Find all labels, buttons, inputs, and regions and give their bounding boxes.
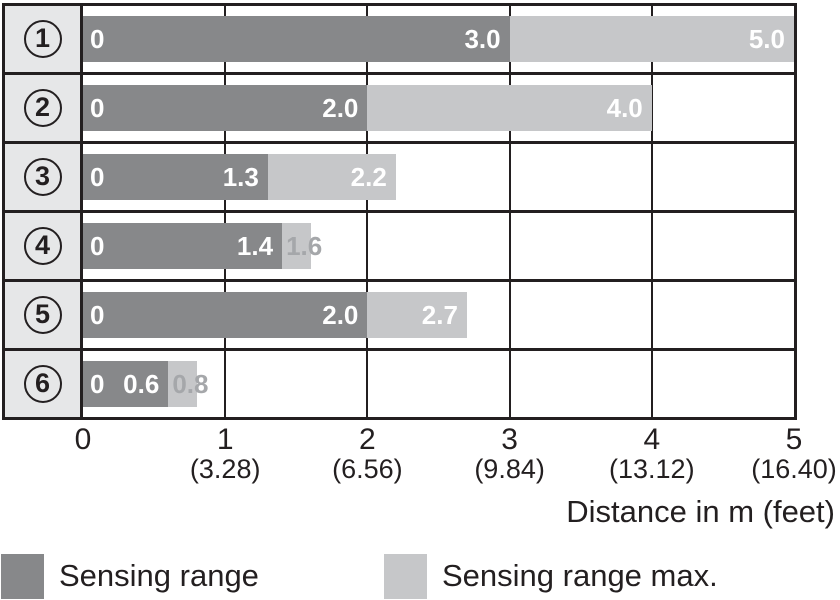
row-label-cell: 2 bbox=[5, 75, 83, 141]
gridline bbox=[650, 282, 653, 348]
row-label-cell: 4 bbox=[5, 213, 83, 279]
gridline bbox=[508, 282, 511, 348]
bar-zero-label: 0 bbox=[90, 24, 105, 54]
legend-label-sensing-range-max: Sensing range max. bbox=[442, 558, 718, 593]
sensing-range-max-bar bbox=[168, 361, 197, 407]
row-label-cell: 5 bbox=[5, 282, 83, 348]
gridline bbox=[366, 213, 369, 279]
circled-number: 3 bbox=[23, 158, 62, 196]
row-plot-area: 0 0.6 0.8 bbox=[83, 351, 794, 417]
circled-number: 2 bbox=[23, 89, 62, 127]
row-plot-area: 2.7 0 2.0 bbox=[83, 282, 794, 348]
sensing-range-bar: 0 0.6 bbox=[83, 361, 169, 407]
x-axis-tick: 0 bbox=[75, 424, 92, 455]
gridline bbox=[650, 144, 653, 210]
sensing-range-value: 2.0 bbox=[322, 300, 359, 330]
x-axis-tick: 4 (13.12) bbox=[609, 424, 695, 484]
sensing-range-max-value: 5.0 bbox=[748, 24, 785, 54]
row-label-cell: 6 bbox=[5, 351, 83, 417]
sensing-range-max-bar: 4.0 bbox=[367, 85, 652, 131]
gridline bbox=[508, 351, 511, 417]
tick-label-m: 0 bbox=[74, 423, 92, 456]
gridline bbox=[650, 75, 653, 141]
chart-row: 4 0 1.4 1.6 bbox=[5, 213, 794, 282]
x-axis: 0 1 (3.28) 2 (6.56) 3 (9.84) 4 (13.12) 5 (16.40) bbox=[75, 424, 837, 490]
bar-zero-label: 0 bbox=[90, 300, 105, 330]
x-axis-tick: 5 (16.40) bbox=[751, 424, 837, 484]
sensing-range-bar: 0 2.0 bbox=[83, 85, 368, 131]
gridline bbox=[508, 213, 511, 279]
bar-zero-label: 0 bbox=[90, 162, 105, 192]
sensing-range-max-bar: 5.0 bbox=[509, 16, 794, 62]
sensing-range-max-value-outside: 0.8 bbox=[172, 369, 209, 399]
chart-row: 5 2.7 0 2.0 bbox=[5, 282, 794, 351]
legend-item-sensing-range-max: Sensing range max. bbox=[384, 553, 718, 599]
tick-label-m: 3 bbox=[501, 423, 518, 456]
gridline bbox=[650, 351, 653, 417]
chart-row: 2 4.0 0 2.0 bbox=[5, 75, 794, 144]
tick-label-feet: (3.28) bbox=[189, 454, 261, 484]
chart-row: 3 2.2 0 1.3 bbox=[5, 144, 794, 213]
circled-number: 6 bbox=[23, 365, 62, 403]
tick-label-feet: (9.84) bbox=[474, 454, 545, 484]
bar-zero-label: 0 bbox=[90, 369, 105, 399]
sensing-range-value: 1.3 bbox=[222, 162, 259, 192]
sensing-range-max-value: 2.2 bbox=[350, 162, 387, 192]
x-axis-tick: 3 (9.84) bbox=[474, 424, 545, 484]
tick-label-feet: (16.40) bbox=[751, 454, 837, 484]
row-plot-area: 0 1.4 1.6 bbox=[83, 213, 794, 279]
sensing-range-max-bar: 2.7 bbox=[367, 292, 467, 338]
sensing-range-bar: 0 1.3 bbox=[83, 154, 268, 200]
tick-label-m: 2 bbox=[359, 423, 376, 456]
circled-number: 5 bbox=[23, 296, 62, 334]
row-plot-area: 5.0 0 3.0 bbox=[83, 6, 794, 72]
row-label-cell: 1 bbox=[5, 6, 83, 72]
chart-row: 6 0 0.6 0.8 bbox=[5, 351, 794, 417]
sensing-range-value: 1.4 bbox=[236, 231, 274, 261]
sensing-range-bar: 0 3.0 bbox=[83, 16, 510, 62]
tick-label-feet: (13.12) bbox=[609, 454, 695, 484]
sensing-range-max-value: 4.0 bbox=[606, 93, 643, 123]
legend: Sensing range Sensing range max. bbox=[1, 553, 839, 599]
gridline bbox=[650, 213, 653, 279]
legend-item-sensing-range: Sensing range bbox=[1, 553, 259, 599]
circled-number: 1 bbox=[23, 20, 62, 58]
legend-swatch-sensing-range-max bbox=[384, 553, 427, 599]
sensing-range-value: 2.0 bbox=[322, 93, 359, 123]
gridline bbox=[508, 144, 511, 210]
sensing-range-max-bar: 2.2 bbox=[267, 154, 396, 200]
row-label-cell: 3 bbox=[5, 144, 83, 210]
sensing-range-max-value-outside: 1.6 bbox=[286, 231, 323, 261]
bar-zero-label: 0 bbox=[90, 231, 105, 261]
sensing-range-bar: 0 2.0 bbox=[83, 292, 368, 338]
row-plot-area: 4.0 0 2.0 bbox=[83, 75, 794, 141]
row-plot-area: 2.2 0 1.3 bbox=[83, 144, 794, 210]
gridline bbox=[366, 351, 369, 417]
tick-label-feet: (6.56) bbox=[332, 454, 403, 484]
legend-swatch-sensing-range bbox=[1, 553, 44, 599]
x-axis-title: Distance in m (feet) bbox=[566, 494, 835, 529]
sensing-range-value: 3.0 bbox=[464, 24, 501, 54]
gridline bbox=[224, 351, 227, 417]
legend-label-sensing-range: Sensing range bbox=[59, 558, 259, 593]
tick-label-m: 4 bbox=[643, 423, 661, 456]
tick-label-m: 5 bbox=[785, 423, 803, 456]
sensing-range-max-bar bbox=[282, 223, 311, 269]
sensing-range-max-value: 2.7 bbox=[421, 300, 458, 330]
sensing-range-value: 0.6 bbox=[123, 369, 160, 399]
bar-zero-label: 0 bbox=[90, 93, 105, 123]
sensing-range-bar: 0 1.4 bbox=[83, 223, 283, 269]
tick-label-m: 1 bbox=[216, 423, 234, 456]
chart-row: 1 5.0 0 3.0 bbox=[5, 6, 794, 75]
x-axis-tick: 1 (3.28) bbox=[190, 424, 261, 484]
bar-chart: 1 5.0 0 3.0 2 4.0 bbox=[2, 3, 797, 420]
circled-number: 4 bbox=[23, 227, 62, 265]
x-axis-tick: 2 (6.56) bbox=[332, 424, 403, 484]
